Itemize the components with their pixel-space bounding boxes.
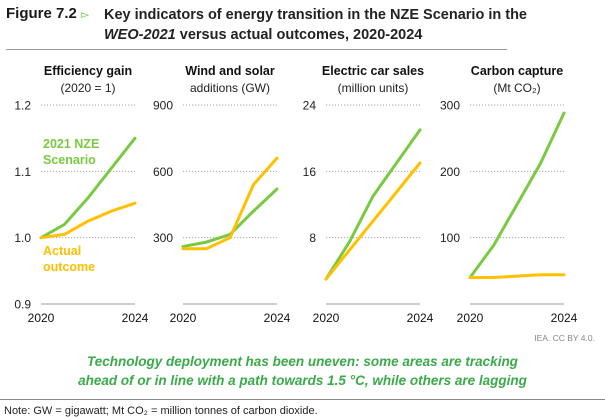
- panel-subtitle: (million units): [338, 81, 409, 95]
- x-tick-label: 2020: [170, 311, 197, 325]
- x-tick-label: 2020: [313, 311, 340, 325]
- figure-title-line2: WEO-2021 versus actual outcomes, 2020-20…: [104, 25, 599, 45]
- y-tick-label: 0.9: [14, 298, 31, 312]
- y-tick-label: 24: [303, 99, 317, 113]
- panel-subtitle: (2020 = 1): [60, 81, 115, 95]
- title-divider: [6, 49, 507, 50]
- note-text: Note: GW = gigawatt; Mt CO₂ = million to…: [4, 405, 318, 417]
- figure-title-italic: WEO-2021: [104, 27, 176, 43]
- panel-title: Wind and solar: [185, 64, 275, 78]
- caption-line1: Technology deployment has been uneven: s…: [87, 354, 518, 369]
- figure-title-rest: versus actual outcomes, 2020-2024: [175, 27, 423, 43]
- legend-actual-label: outcome: [43, 260, 95, 274]
- x-tick-label: 2024: [551, 311, 578, 325]
- nze-line: [324, 128, 422, 281]
- panel-subtitle: additions (GW): [190, 81, 270, 95]
- figure-title: Key indicators of energy transition in t…: [104, 5, 599, 45]
- charts-area: Efficiency gain (2020 = 1) 0.9 1.0 1.1 1.2 202…: [14, 64, 578, 325]
- y-tick-label: 8: [309, 231, 316, 245]
- panel-subtitle: (Mt CO₂): [493, 81, 540, 95]
- figure-arrow-icon: ▻: [80, 9, 90, 21]
- legend-actual-label: Actual: [43, 244, 81, 258]
- caption-divider: [0, 399, 605, 400]
- legend-nze-label: Scenario: [43, 153, 96, 167]
- figure-title-line1: Key indicators of energy transition in t…: [104, 7, 527, 23]
- x-tick-label: 2024: [264, 311, 291, 325]
- actual-line: [324, 161, 422, 281]
- legend-nze-label: 2021 NZE: [43, 137, 99, 151]
- x-tick-label: 2020: [457, 311, 484, 325]
- x-tick-label: 2024: [122, 311, 149, 325]
- y-tick-label: 1.1: [14, 165, 31, 179]
- panel-title: Efficiency gain: [44, 64, 132, 78]
- credit-text: IEA. CC BY 4.0.: [534, 333, 595, 343]
- caption-line2: ahead of or in line with a path towards …: [78, 373, 527, 388]
- nze-line: [468, 111, 566, 279]
- y-tick-label: 600: [153, 165, 173, 179]
- y-tick-label: 1.0: [14, 231, 31, 245]
- caption: Technology deployment has been uneven: s…: [0, 352, 605, 390]
- y-tick-label: 100: [440, 231, 460, 245]
- actual-line: [181, 156, 279, 251]
- panel-title: Carbon capture: [471, 64, 563, 78]
- y-tick-label: 16: [303, 165, 317, 179]
- nze-line: [39, 136, 137, 240]
- x-tick-label: 2024: [407, 311, 434, 325]
- y-tick-label: 300: [153, 231, 173, 245]
- y-tick-label: 900: [153, 99, 173, 113]
- actual-line: [468, 273, 566, 279]
- x-tick-label: 2020: [28, 311, 55, 325]
- actual-line: [39, 201, 137, 240]
- y-tick-label: 200: [440, 165, 460, 179]
- y-tick-label: 1.2: [14, 99, 31, 113]
- figure-label: Figure 7.2 ▻: [6, 5, 90, 22]
- panel-title: Electric car sales: [322, 64, 424, 78]
- y-tick-label: 300: [440, 99, 460, 113]
